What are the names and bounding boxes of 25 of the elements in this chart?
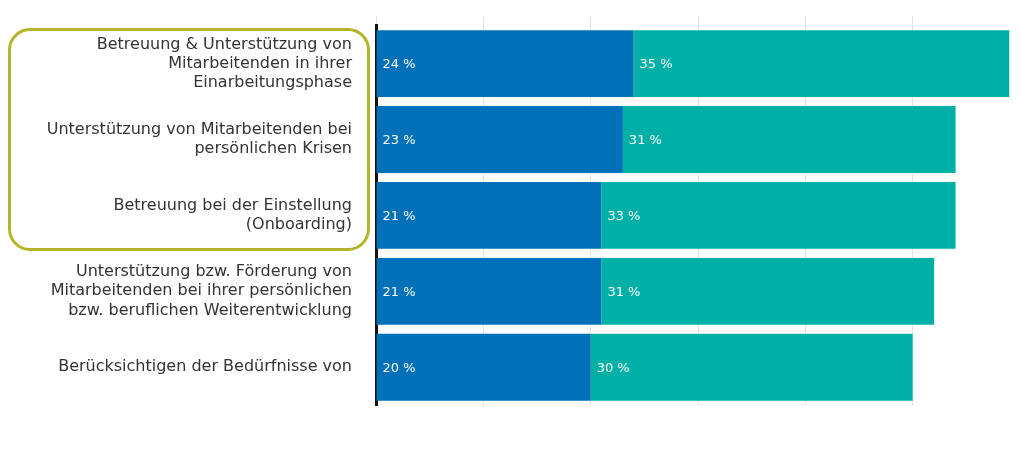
bar [590, 333, 913, 401]
bar [601, 257, 935, 325]
bar [633, 30, 1010, 97]
y-tick-label: Unterstützung bzw. Förderung von Mitarbeitenden bei ihrer persönlichen bzw. beruflichen Weiterentwicklung [50, 261, 352, 319]
data-label: 30 % [596, 359, 630, 375]
data-label: 24 % [382, 55, 416, 71]
data-label: 23 % [382, 131, 416, 147]
bar [376, 257, 602, 325]
bar [622, 106, 956, 173]
bar [376, 30, 634, 97]
y-tick-label: Betreuung & Unterstützung von Mitarbeitenden in ihrer Einarbeitungsphase [96, 33, 353, 91]
data-label: 21 % [382, 283, 416, 299]
data-label: 21 % [382, 207, 416, 223]
data-label: 20 % [382, 359, 416, 375]
y-tick-label: Betreuung bei der Einstellung (Onboarding) [113, 194, 352, 234]
y-tick-label: Unterstützung von Mitarbeitenden bei persönlichen Krisen [46, 119, 352, 158]
y-tick-label: Berücksichtigen der Bedürfnisse von [58, 356, 352, 376]
bar [601, 182, 956, 249]
bar [376, 106, 623, 173]
data-label: 31 % [628, 131, 662, 147]
bar [376, 182, 602, 249]
bar [376, 333, 591, 401]
data-label: 31 % [607, 283, 641, 299]
data-label: 35 % [639, 55, 673, 71]
data-label: 33 % [607, 207, 641, 223]
